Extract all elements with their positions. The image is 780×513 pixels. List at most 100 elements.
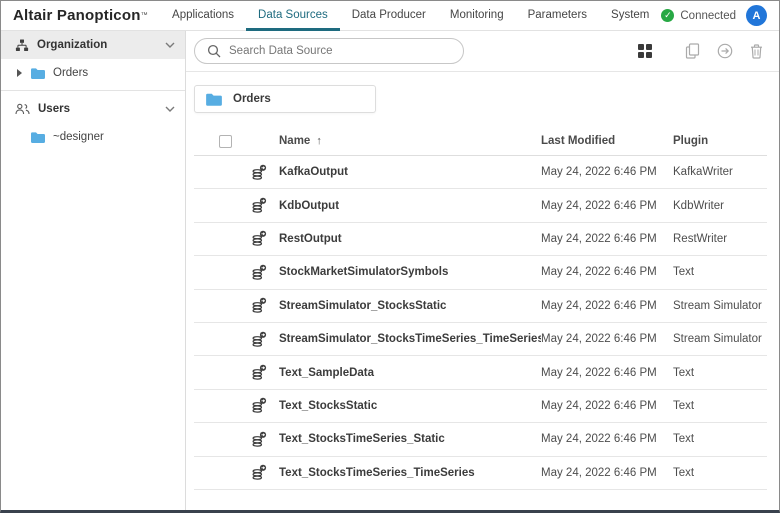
data-source-output-icon — [251, 464, 267, 481]
table-row[interactable]: KafkaOutput May 24, 2022 6:46 PM KafkaWr… — [194, 156, 767, 190]
row-icon-cell — [194, 331, 279, 348]
check-circle-icon: ✓ — [661, 9, 675, 22]
row-name[interactable]: KdbOutput — [279, 199, 340, 212]
table-row[interactable]: StockMarketSimulatorSymbols May 24, 2022… — [194, 256, 767, 290]
sidebar-item-orders[interactable]: Orders — [1, 59, 185, 87]
row-icon-cell — [194, 397, 279, 414]
sitemap-icon — [15, 39, 29, 52]
select-all-checkbox[interactable] — [219, 134, 232, 148]
table-row[interactable]: StreamSimulator_StocksStatic May 24, 202… — [194, 290, 767, 323]
row-plugin: Stream Simulator — [673, 333, 762, 346]
top-bar: Altair Panopticon ™ Applications Data Sou… — [1, 1, 779, 31]
sidebar: Organization Orders — [1, 31, 186, 510]
chevron-down-icon[interactable] — [165, 106, 175, 112]
search-input[interactable] — [229, 45, 451, 57]
row-name[interactable]: Text_SampleData — [279, 366, 375, 379]
search-icon — [207, 44, 221, 58]
content-area: Organization Orders — [1, 31, 779, 510]
connection-status-label: Connected — [680, 9, 736, 22]
row-name[interactable]: RestOutput — [279, 232, 342, 245]
table-row[interactable]: Text_StocksStatic May 24, 2022 6:46 PM T… — [194, 390, 767, 424]
sidebar-item-label: ~designer — [53, 131, 104, 143]
avatar[interactable]: A — [746, 5, 767, 26]
row-modified: May 24, 2022 6:46 PM — [541, 366, 657, 379]
delete-icon[interactable] — [750, 43, 763, 59]
row-name[interactable]: StreamSimulator_StocksTimeSeries_TimeSer… — [279, 333, 541, 346]
data-source-output-icon — [251, 297, 267, 314]
sidebar-item-label: Orders — [53, 67, 89, 79]
table-row[interactable]: StreamSimulator_StocksTimeSeries_TimeSer… — [194, 323, 767, 357]
row-icon-cell — [194, 264, 279, 281]
trademark-mark: ™ — [140, 11, 148, 19]
row-plugin: Text — [673, 466, 695, 479]
row-modified: May 24, 2022 6:46 PM — [541, 399, 657, 412]
row-name[interactable]: KafkaOutput — [279, 166, 348, 179]
sidebar-section-title: Users — [38, 103, 70, 115]
row-modified: May 24, 2022 6:46 PM — [541, 166, 657, 179]
data-source-table: Name ↑ Last Modified Plugin KafkaOu — [194, 127, 767, 490]
folder-icon — [30, 131, 46, 144]
row-plugin: Stream Simulator — [673, 299, 762, 312]
data-source-output-icon — [251, 230, 267, 247]
nav-tab-system[interactable]: System — [611, 8, 650, 21]
column-header-label: Name — [279, 135, 311, 147]
copy-icon[interactable] — [685, 43, 700, 59]
row-plugin: Text — [673, 399, 695, 412]
row-modified: May 24, 2022 6:46 PM — [541, 466, 657, 479]
nav-tab-applications[interactable]: Applications — [172, 8, 235, 21]
sidebar-item-designer[interactable]: ~designer — [1, 123, 185, 151]
row-icon-cell — [194, 297, 279, 314]
chevron-down-icon[interactable] — [165, 42, 175, 48]
row-name[interactable]: Text_StocksTimeSeries_TimeSeries — [279, 466, 475, 479]
nav-tab-parameters[interactable]: Parameters — [527, 8, 588, 21]
column-header-name[interactable]: Name ↑ — [279, 135, 541, 147]
caret-right-icon[interactable] — [17, 69, 22, 77]
folder-chip-label: Orders — [233, 93, 271, 105]
table-body: KafkaOutput May 24, 2022 6:46 PM KafkaWr… — [194, 156, 767, 490]
data-source-output-icon — [251, 397, 267, 414]
data-source-output-icon — [251, 264, 267, 281]
move-icon[interactable] — [717, 43, 733, 59]
table-row[interactable]: RestOutput May 24, 2022 6:46 PM RestWrit… — [194, 223, 767, 257]
sort-ascending-icon: ↑ — [316, 135, 322, 147]
table-row[interactable]: Text_StocksTimeSeries_TimeSeries May 24,… — [194, 457, 767, 490]
row-name[interactable]: Text_StocksTimeSeries_Static — [279, 433, 445, 446]
table-row[interactable]: Text_SampleData May 24, 2022 6:46 PM Tex… — [194, 356, 767, 390]
data-source-output-icon — [251, 197, 267, 214]
row-modified: May 24, 2022 6:46 PM — [541, 199, 657, 212]
row-name[interactable]: Text_StocksStatic — [279, 399, 378, 412]
folder-icon — [205, 92, 223, 107]
grid-view-icon[interactable] — [638, 44, 652, 58]
users-icon — [15, 103, 30, 115]
row-plugin: Text — [673, 433, 695, 446]
table-row[interactable]: Text_StocksTimeSeries_Static May 24, 202… — [194, 423, 767, 457]
folder-chip-orders[interactable]: Orders — [194, 85, 376, 113]
sidebar-section-users[interactable]: Users — [1, 95, 185, 123]
sidebar-section-title: Organization — [37, 39, 108, 51]
row-name[interactable]: StockMarketSimulatorSymbols — [279, 266, 449, 279]
row-plugin: KafkaWriter — [673, 166, 733, 179]
data-source-output-icon — [251, 431, 267, 448]
toolbar-icons — [638, 43, 763, 59]
column-header-plugin[interactable]: Plugin — [673, 135, 709, 147]
folder-icon — [30, 67, 46, 80]
row-plugin: KdbWriter — [673, 199, 724, 212]
row-plugin: RestWriter — [673, 232, 728, 245]
data-source-output-icon — [251, 364, 267, 381]
row-name[interactable]: StreamSimulator_StocksStatic — [279, 299, 447, 312]
nav-tab-data-producer[interactable]: Data Producer — [351, 8, 426, 21]
search-box[interactable] — [194, 38, 464, 64]
row-modified: May 24, 2022 6:46 PM — [541, 333, 657, 346]
nav-tab-data-sources[interactable]: Data Sources — [246, 1, 340, 31]
table-row[interactable]: KdbOutput May 24, 2022 6:46 PM KdbWriter — [194, 189, 767, 223]
column-header-modified[interactable]: Last Modified — [541, 135, 616, 147]
row-plugin: Text — [673, 366, 695, 379]
row-modified: May 24, 2022 6:46 PM — [541, 299, 657, 312]
row-icon-cell — [194, 197, 279, 214]
top-bar-right: ✓ Connected A — [661, 1, 779, 30]
row-modified: May 24, 2022 6:46 PM — [541, 232, 657, 245]
data-source-output-icon — [251, 331, 267, 348]
nav-tab-monitoring[interactable]: Monitoring — [449, 8, 504, 21]
sidebar-section-organization[interactable]: Organization — [1, 31, 185, 59]
